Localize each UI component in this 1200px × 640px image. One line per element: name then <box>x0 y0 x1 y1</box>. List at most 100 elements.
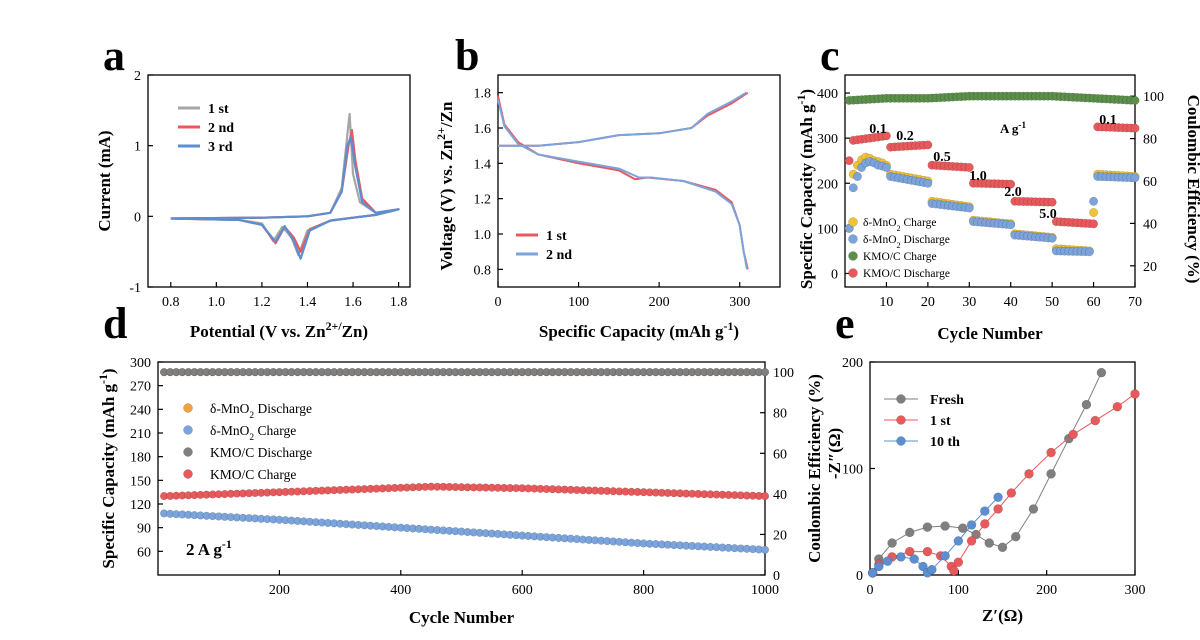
panel-c-y2tick-label: 40 <box>1143 217 1157 232</box>
panel-e-point <box>980 519 990 529</box>
panel-d-xtick-label: 200 <box>269 583 290 598</box>
panel-d-legend-label: KMO/C Discharge <box>210 445 312 460</box>
panel-b-ytick-label: 1.2 <box>474 193 492 208</box>
panel-d-y2tick-label: 0 <box>773 569 780 584</box>
panel-letter-e: e <box>835 299 855 348</box>
panel-c-point <box>923 140 933 150</box>
panel-b-xtick-label: 100 <box>568 295 589 310</box>
panel-d-annotation: 2 A g-1 <box>186 537 232 559</box>
panel-a-xtick-label: 1.6 <box>344 295 362 310</box>
panel-e-point <box>1024 469 1034 479</box>
panel-c-rate-label: 0.1 <box>869 122 887 137</box>
panel-d-legend-swatch <box>183 403 193 413</box>
panel-e-ylabel: -Z″(Ω) <box>825 428 844 479</box>
panel-e-xtick-label: 200 <box>1036 583 1057 598</box>
panel-e-point <box>922 522 933 532</box>
panel-e-point <box>1130 389 1140 399</box>
panel-e-ytick-label: 100 <box>842 463 863 478</box>
panel-e-point <box>1081 399 1092 410</box>
panel-c-point <box>1084 247 1094 257</box>
panel-e-point <box>966 520 977 530</box>
panel-b-ytick-label: 1.0 <box>474 228 492 243</box>
panel-a-xtick-label: 0.8 <box>162 295 180 310</box>
panel-c-xtick-label: 60 <box>1087 295 1101 310</box>
panel-e-point <box>882 556 893 566</box>
panel-e-point <box>1006 488 1017 498</box>
panel-a-series-line <box>170 136 400 260</box>
panel-d-y2tick-label: 60 <box>773 447 787 462</box>
panel-c-unit-label: A g-1 <box>1000 120 1026 136</box>
panel-e-point <box>1096 367 1107 378</box>
panel-e-point <box>949 565 959 576</box>
panel-e-point <box>905 527 915 538</box>
panel-e-point <box>927 564 937 575</box>
panel-d-ylabel2: Coulombic Efficiency (%) <box>805 374 824 563</box>
panel-c-point <box>964 203 974 213</box>
panel-c-point <box>1006 220 1016 230</box>
panel-b-discharge-line <box>497 95 749 270</box>
panel-e-legend-swatch <box>896 415 906 425</box>
panel-e-legend-label: Fresh <box>930 393 964 408</box>
panel-e-point <box>997 542 1008 553</box>
panel-a-ytick-label: 1 <box>134 140 141 155</box>
panel-a-ytick-label: 2 <box>134 69 141 84</box>
panel-b-discharge-line <box>497 99 748 270</box>
panel-d-y2tick-label: 40 <box>773 488 787 503</box>
panel-c-rate-label: 5.0 <box>1039 207 1057 222</box>
panel-e-point <box>1046 469 1056 479</box>
panel-c-legend-label: KMO/C Discharge <box>863 268 950 280</box>
panel-e-point <box>867 568 878 578</box>
panel-e-point <box>940 521 950 531</box>
panel-d-ytick-label: 150 <box>130 474 151 489</box>
panel-c-xtick-label: 40 <box>1004 295 1018 310</box>
panel-e-point <box>1068 429 1078 440</box>
panel-a-legend-label: 1 st <box>208 102 229 117</box>
panel-a-legend-label: 3 rd <box>208 140 233 155</box>
panel-d-y2tick-label: 20 <box>773 528 787 543</box>
panel-a-ylabel: Current (mA) <box>95 130 114 231</box>
panel-c-point <box>852 172 862 181</box>
panel-d-legend-label: δ-MnO2 Discharge <box>210 401 312 421</box>
panel-e-point <box>980 506 990 516</box>
panel-c-ylabel2: Coulombic Efficiency (%) <box>1184 95 1200 284</box>
panel-c-legend-label: δ-MnO2 Discharge <box>863 234 950 250</box>
panel-b-xtick-label: 300 <box>729 295 750 310</box>
panel-c-rate-label: 2.0 <box>1004 185 1022 200</box>
panel-b-xtick-label: 0 <box>495 295 502 310</box>
panel-e-point <box>905 546 915 557</box>
panel-c-point <box>1089 219 1099 229</box>
panel-e-point <box>966 536 977 546</box>
panel-a-xtick-label: 1.2 <box>253 295 271 310</box>
panel-c-y2tick-label: 80 <box>1143 133 1157 148</box>
panel-b-charge-line <box>498 91 749 147</box>
panel-c-point <box>848 183 858 193</box>
panel-e-point <box>993 504 1003 514</box>
panel-e-point <box>922 546 933 557</box>
panel-c-legend-label: δ-MnO2 Charge <box>863 217 936 233</box>
panel-c-ytick-label: 0 <box>831 267 838 282</box>
panel-e-xtick-label: 100 <box>948 583 969 598</box>
panel-c-point <box>1006 179 1016 189</box>
panel-a-xtick-label: 1.4 <box>299 295 317 310</box>
panel-c-xtick-label: 10 <box>879 295 893 310</box>
panel-d-ytick-label: 240 <box>130 403 151 418</box>
panel-c-xtick-label: 70 <box>1128 295 1142 310</box>
panel-b-frame <box>497 74 781 288</box>
panel-e-point <box>1011 531 1021 542</box>
panel-a-ytick-label: -1 <box>129 281 141 296</box>
panel-c-point <box>923 178 933 188</box>
panel-d-legend-swatch <box>183 447 193 457</box>
panel-d-cycling: 200 400 600 800 1000609012015018021024027030… <box>96 356 824 627</box>
panel-e-xtick-label: 300 <box>1125 583 1146 598</box>
panel-e-legend-swatch <box>896 394 906 404</box>
panel-e-point <box>953 536 964 546</box>
panel-e-ytick-label: 200 <box>842 356 863 371</box>
panel-d-legend-swatch <box>183 425 193 435</box>
panel-b-legend-label: 1 st <box>546 229 567 244</box>
panel-e-legend-swatch <box>896 436 906 446</box>
panel-c-ytick-label: 300 <box>817 132 838 147</box>
panel-e-point <box>940 551 950 561</box>
panel-d-point <box>760 368 770 377</box>
panel-a-xtick-label: 1.8 <box>390 295 408 310</box>
